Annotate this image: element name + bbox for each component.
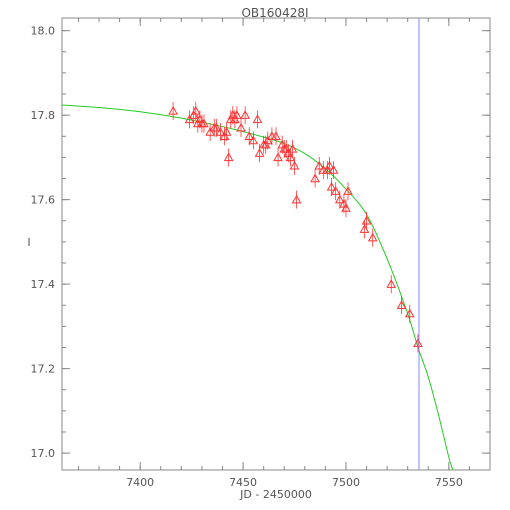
triangle-marker	[199, 118, 209, 128]
data-point	[359, 220, 370, 239]
triangle-marker	[223, 152, 234, 162]
data-point	[386, 275, 397, 294]
triangle-marker	[396, 300, 407, 309]
data-point	[367, 228, 378, 247]
triangle-marker	[324, 160, 335, 170]
data-point	[215, 123, 226, 142]
y-tick-label: 17.4	[31, 278, 56, 291]
x-tick-label: 7500	[332, 476, 360, 489]
data-point	[227, 106, 238, 125]
data-point	[168, 101, 178, 120]
data-point	[326, 177, 337, 196]
triangle-marker	[262, 135, 273, 145]
data-point	[223, 148, 234, 167]
triangle-marker	[271, 131, 281, 140]
data-point	[404, 304, 415, 323]
data-point	[314, 156, 325, 175]
triangle-marker	[205, 127, 216, 136]
y-tick-label: 18.0	[31, 25, 56, 38]
data-point	[328, 161, 339, 180]
data-point	[271, 127, 281, 146]
x-tick-label: 7450	[229, 476, 257, 489]
data-point	[195, 110, 205, 129]
axis-ticks: 7400 7450 7500 7550 17.0 17.2 17.4 17.6 17.8 18.0	[31, 18, 491, 489]
triangle-marker	[330, 186, 341, 195]
data-point	[361, 211, 372, 230]
y-tick-label: 17.8	[31, 109, 56, 122]
data-point	[287, 139, 298, 158]
data-point	[205, 123, 216, 142]
triangle-marker	[361, 215, 372, 225]
triangle-marker	[310, 173, 320, 183]
data-point	[273, 148, 283, 167]
data-point	[244, 127, 255, 146]
y-tick-label: 17.2	[31, 363, 56, 376]
data-point	[199, 114, 209, 133]
data-point	[267, 127, 277, 146]
triangle-marker	[367, 232, 378, 242]
data-point	[324, 156, 335, 175]
data-point	[211, 118, 222, 137]
data-point	[334, 190, 345, 209]
model-curve	[62, 104, 454, 470]
data-point	[184, 110, 195, 129]
triangle-marker	[326, 181, 337, 191]
triangle-marker	[184, 114, 195, 124]
data-point	[289, 156, 300, 175]
triangle-marker	[254, 148, 265, 157]
triangle-marker	[273, 152, 283, 162]
triangle-marker	[334, 194, 345, 204]
triangle-marker	[248, 135, 259, 145]
triangle-marker	[289, 160, 300, 170]
triangle-marker	[252, 114, 263, 124]
data-point	[396, 296, 407, 315]
data-point	[310, 169, 320, 188]
data-points-layer	[168, 101, 423, 353]
data-point	[341, 199, 351, 218]
triangle-marker	[240, 110, 250, 119]
triangle-marker	[328, 165, 339, 174]
data-point	[232, 106, 242, 125]
data-point	[190, 101, 201, 120]
triangle-marker	[413, 338, 423, 347]
triangle-marker	[291, 194, 302, 204]
data-point	[330, 182, 341, 201]
data-point	[240, 106, 250, 125]
triangle-marker	[168, 105, 178, 115]
data-point	[236, 118, 246, 137]
x-axis-label: JD - 2450000	[239, 488, 312, 501]
triangle-marker	[314, 160, 325, 170]
data-point	[413, 334, 423, 353]
triangle-marker	[211, 122, 222, 132]
triangle-marker	[287, 143, 298, 153]
data-point	[252, 110, 263, 129]
chart-title: OB160428I	[241, 6, 308, 20]
x-tick-label: 7550	[435, 476, 463, 489]
triangle-marker	[236, 122, 246, 132]
triangle-marker	[341, 203, 351, 212]
data-point	[291, 190, 302, 209]
triangle-marker	[215, 127, 226, 136]
data-point	[221, 123, 232, 142]
plot-frame	[61, 17, 491, 471]
triangle-marker	[190, 105, 201, 115]
data-point	[248, 131, 259, 150]
y-tick-label: 17.0	[31, 447, 56, 460]
data-point	[343, 182, 353, 201]
y-axis-label: I	[27, 236, 30, 249]
triangle-marker	[386, 279, 397, 288]
triangle-marker	[404, 308, 415, 318]
triangle-marker	[244, 131, 255, 140]
triangle-marker	[232, 110, 242, 119]
triangle-marker	[221, 127, 232, 136]
data-point	[262, 131, 273, 150]
y-tick-label: 17.6	[31, 194, 56, 207]
model-curve-layer	[62, 104, 454, 470]
x-tick-label: 7400	[126, 476, 154, 489]
triangle-marker	[343, 186, 353, 195]
